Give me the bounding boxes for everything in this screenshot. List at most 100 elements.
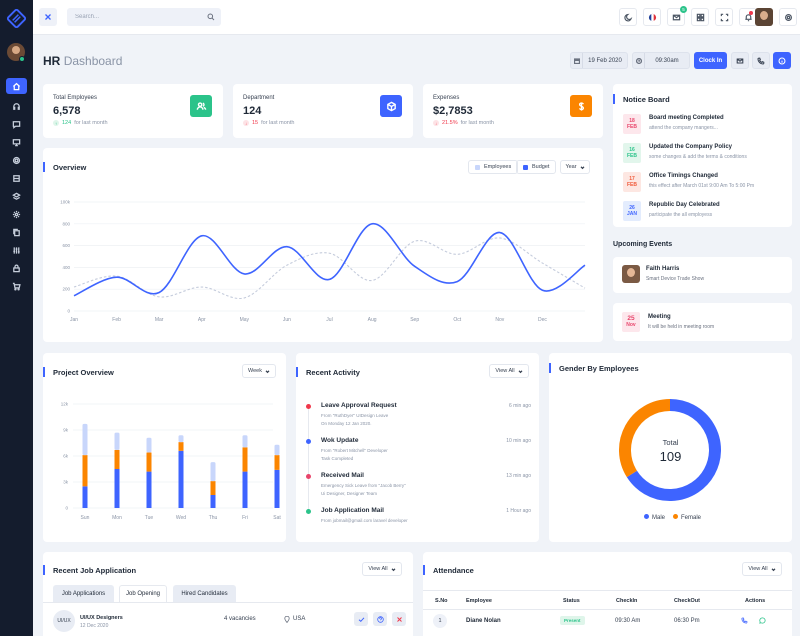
legend-employees[interactable]: Employees: [468, 160, 519, 174]
project-overview-title: Project Overview: [43, 367, 114, 377]
approve-button[interactable]: [354, 612, 368, 626]
layers-icon: [12, 192, 21, 200]
event-card[interactable]: 25 Nov Meeting It will be held in meetin…: [613, 303, 792, 341]
y-tick-label: 0: [65, 506, 68, 511]
event-card[interactable]: Faith Harris Smart Device Trade Show: [613, 257, 792, 293]
x-tick-label: Apr: [198, 317, 206, 323]
notifications-button[interactable]: [739, 8, 757, 26]
bar-segment: [82, 486, 88, 508]
time-chip[interactable]: 09:30am: [632, 52, 690, 69]
header-call-button[interactable]: [752, 52, 770, 69]
attendance-view-all-dropdown[interactable]: View All: [742, 562, 782, 576]
tab-job-opening[interactable]: Job Opening: [119, 585, 167, 602]
notice-item[interactable]: 16 FEB Updated the Company Policy some chan…: [623, 143, 793, 167]
stat-change-note: for last month: [74, 120, 108, 126]
whatsapp-icon[interactable]: [759, 617, 766, 624]
sidebar-item-config[interactable]: [6, 206, 27, 222]
info-button[interactable]: [373, 612, 387, 626]
gender-donut-chart: [619, 399, 721, 501]
notice-month: FEB: [627, 182, 637, 188]
notice-item[interactable]: 18 FEB Board meeting Completed attend the c…: [623, 114, 793, 138]
sidebar-item-lock[interactable]: [6, 260, 27, 276]
apps-button[interactable]: [691, 8, 709, 26]
sidebar-item-database[interactable]: [6, 170, 27, 186]
legend-budget[interactable]: Budget: [516, 160, 557, 174]
tab-job-applications[interactable]: Job Applications: [53, 585, 114, 602]
sidebar-item-filters[interactable]: [6, 242, 27, 258]
search-input[interactable]: [67, 8, 221, 26]
y-tick-label: 400: [62, 265, 70, 270]
activity-item[interactable]: Leave Approval Request From "RuthDyer" UI…: [306, 402, 531, 432]
sidebar-item-chat[interactable]: [6, 116, 27, 132]
overview-line-chart: 0 200 400 600 800 100k Jan Feb Mar Apr May Jun Jul Au…: [60, 200, 586, 323]
sidebar-item-layers[interactable]: [6, 188, 27, 204]
clock-in-button[interactable]: Clock In: [694, 52, 727, 69]
bar-segment: [146, 452, 152, 472]
legend-male[interactable]: Male: [644, 514, 665, 521]
sidebar-item-copy[interactable]: [6, 224, 27, 240]
activity-dot: [306, 474, 311, 479]
notice-month: FEB: [627, 153, 637, 159]
reject-button[interactable]: [392, 612, 406, 626]
notice-date: 18 FEB: [623, 114, 641, 134]
tab-hired-candidates[interactable]: Hired Candidates: [173, 585, 236, 602]
settings-button[interactable]: [779, 8, 797, 26]
grid-icon: [696, 13, 704, 21]
search-icon[interactable]: [207, 13, 215, 21]
notice-date: 17 FEB: [623, 172, 641, 192]
cart-icon: [12, 282, 21, 291]
col-checkout: CheckOut: [674, 598, 700, 604]
header-info-button[interactable]: [773, 52, 791, 69]
sidebar-item-settings[interactable]: [6, 152, 27, 168]
activity-view-all-dropdown[interactable]: View All: [489, 364, 529, 378]
sidebar-item-monitor[interactable]: [6, 134, 27, 150]
dark-mode-button[interactable]: [619, 8, 637, 26]
activity-item[interactable]: Wok Update From "Robert Mitchell" Develop…: [306, 437, 531, 467]
bar-segment: [114, 449, 120, 469]
app-logo-icon[interactable]: [7, 9, 26, 28]
event-sub: It will be held in meeting room: [648, 324, 715, 330]
y-tick-label: 6k: [63, 454, 69, 459]
jobs-view-all-dropdown[interactable]: View All: [362, 562, 402, 576]
bar-segment: [114, 469, 120, 508]
bar-segment: [146, 437, 152, 453]
stat-card-department: Department 124 ↓ 15 for last month: [233, 84, 413, 138]
language-button[interactable]: [643, 8, 661, 26]
legend-swatch: [475, 164, 480, 170]
donut-center-label: Total: [662, 438, 679, 447]
bar-segment: [178, 435, 184, 443]
bar-segment: [242, 471, 248, 508]
activity-item[interactable]: Job Application Mail From jobmail@gmail.c…: [306, 507, 531, 537]
employee-name[interactable]: Diane Nolan: [466, 618, 501, 624]
activity-item[interactable]: Received Mail Emergency Sick Leave from "…: [306, 472, 531, 502]
sidebar-item-cart[interactable]: [6, 278, 27, 294]
user-avatar[interactable]: [755, 8, 773, 26]
bar-segment: [114, 432, 120, 450]
divider: [43, 602, 413, 603]
notice-item[interactable]: 17 FEB Office Timings Changed this effect a…: [623, 172, 793, 196]
header-mail-button[interactable]: [731, 52, 749, 69]
close-sidebar-button[interactable]: [39, 8, 57, 26]
project-period-dropdown[interactable]: Week: [242, 364, 276, 378]
notice-board-title: Notice Board: [613, 94, 670, 104]
job-title[interactable]: UI/UX Designers: [80, 615, 123, 621]
online-status-dot: [19, 56, 25, 62]
sidebar-item-support[interactable]: [6, 98, 27, 114]
bar-segment: [178, 450, 184, 508]
x-tick-label: Dec: [538, 317, 547, 323]
bar-segment: [274, 444, 280, 456]
event-day: 25: [627, 315, 635, 322]
legend-female[interactable]: Female: [673, 514, 701, 521]
overview-period-dropdown[interactable]: Year: [560, 160, 590, 174]
event-sub: Smart Device Trade Show: [646, 276, 705, 282]
notice-item[interactable]: 26 JAN Republic Day Celebrated participate …: [623, 201, 793, 225]
donut-slice: [619, 399, 671, 478]
box-icon: [386, 101, 396, 111]
date-chip[interactable]: 19 Feb 2020: [570, 52, 628, 69]
activity-dot: [306, 509, 311, 514]
sidebar-item-dashboard[interactable]: [6, 78, 27, 94]
fullscreen-button[interactable]: [715, 8, 733, 26]
mail-button[interactable]: 5: [667, 6, 687, 26]
phone-icon[interactable]: [741, 617, 748, 624]
x-tick-label: Jan: [70, 317, 78, 323]
